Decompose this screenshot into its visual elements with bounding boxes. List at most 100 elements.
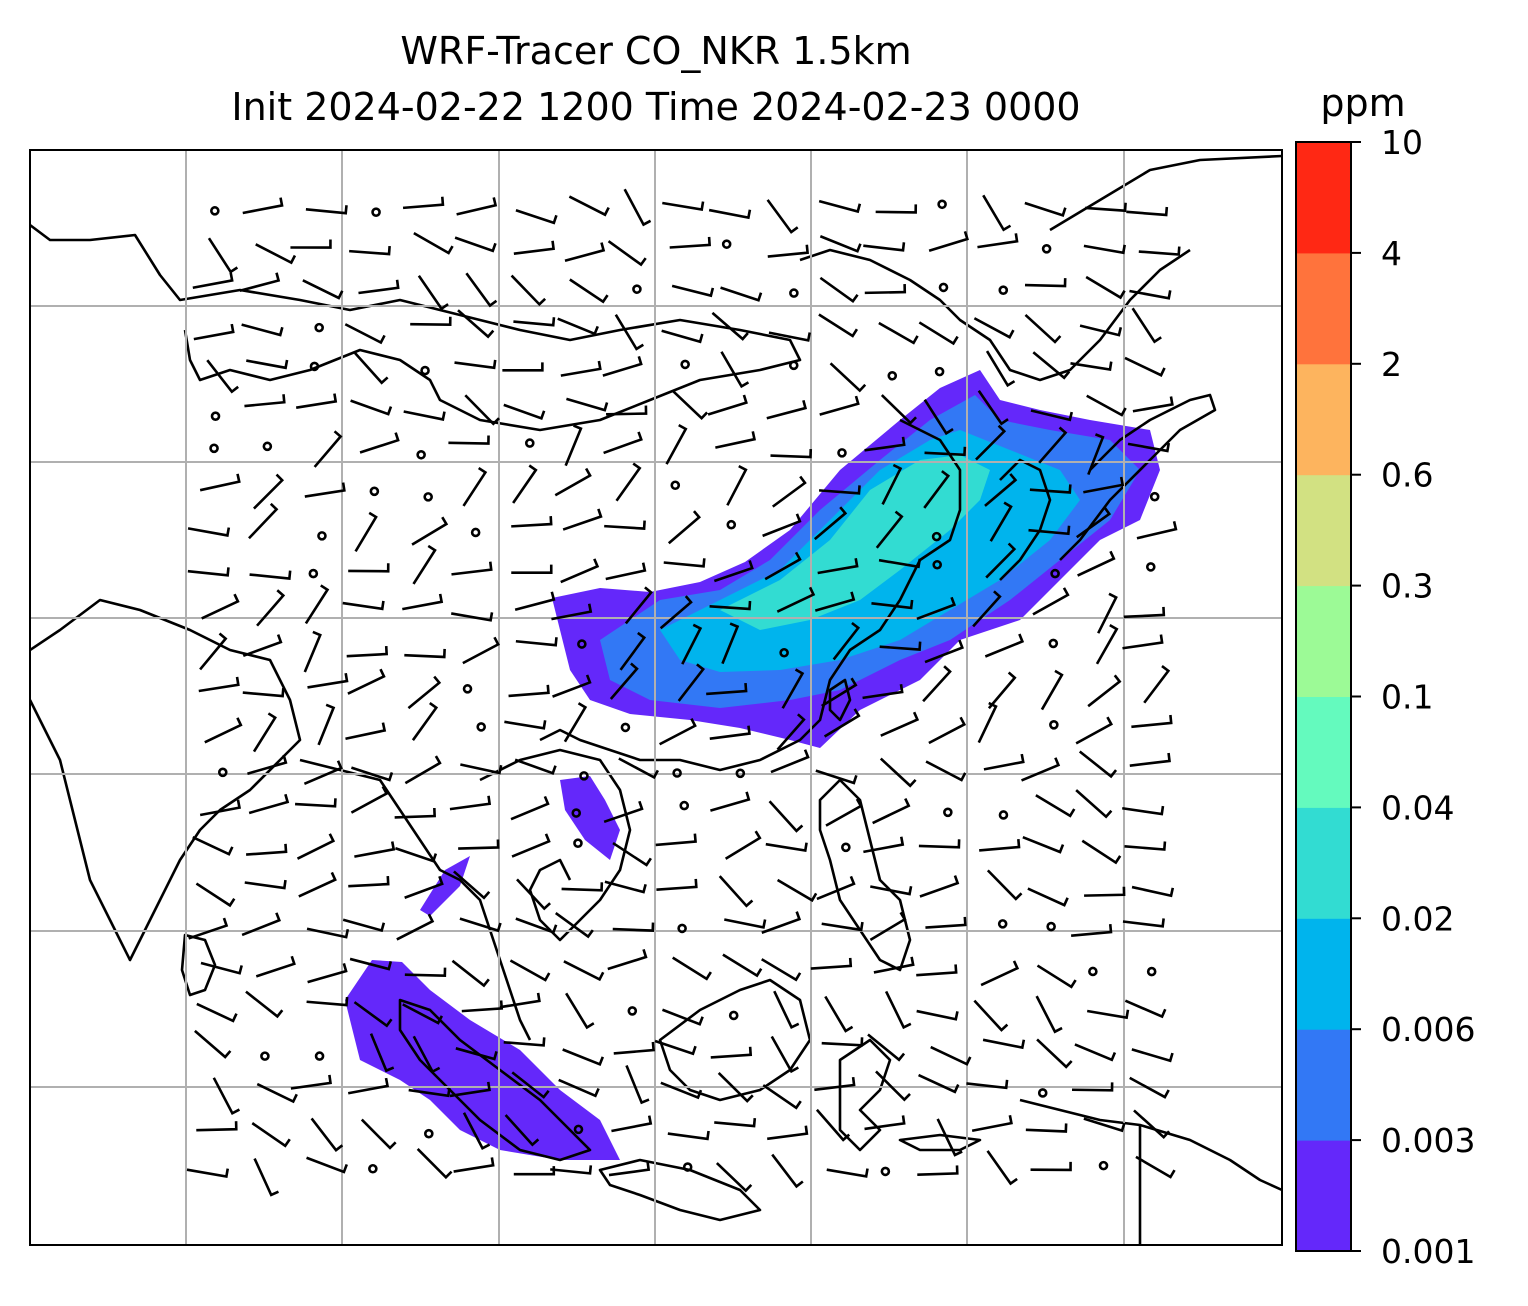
wind-barb xyxy=(417,275,449,311)
wind-barb xyxy=(199,473,241,492)
wind-barb xyxy=(819,395,860,416)
calm-wind-marker xyxy=(424,1128,434,1139)
wind-barb xyxy=(879,757,917,788)
wind-barb xyxy=(448,435,490,445)
wind-barb xyxy=(878,558,922,569)
wind-barb xyxy=(1129,752,1171,767)
wind-barb xyxy=(563,702,588,743)
wind-barb xyxy=(451,561,493,576)
wind-barb xyxy=(464,394,500,426)
wind-barb xyxy=(818,485,861,495)
wind-barb xyxy=(1123,606,1166,619)
wind-barb xyxy=(1036,1038,1073,1069)
wind-barb xyxy=(1136,521,1178,540)
wind-barb xyxy=(550,1165,593,1175)
calm-wind-marker xyxy=(1145,562,1156,572)
calm-wind-marker xyxy=(579,771,589,781)
calm-wind-marker xyxy=(420,365,430,376)
wind-barb xyxy=(1122,918,1165,928)
wind-barb xyxy=(924,446,967,457)
wind-barb xyxy=(973,317,1015,339)
wind-barb xyxy=(923,470,951,509)
wind-barb xyxy=(1085,202,1127,213)
wind-barb xyxy=(715,1162,753,1193)
colorbar-tick-label: 4 xyxy=(1381,234,1402,273)
calm-wind-marker xyxy=(470,527,481,538)
coastline-taiwan xyxy=(828,678,852,722)
calm-wind-marker xyxy=(1049,720,1059,730)
wind-barb xyxy=(776,878,818,903)
wind-barb xyxy=(1070,361,1113,372)
wind-barb xyxy=(516,878,552,911)
wind-barb xyxy=(924,639,964,664)
wind-barb xyxy=(612,842,652,867)
wind-barb xyxy=(303,630,322,673)
wind-barb xyxy=(669,236,711,249)
calm-wind-marker xyxy=(217,767,228,778)
map-frame xyxy=(29,149,1283,1246)
wind-barb xyxy=(296,833,336,860)
calm-wind-marker xyxy=(260,1051,270,1061)
wind-barb xyxy=(916,596,957,621)
wind-barb xyxy=(928,230,969,253)
wind-barb xyxy=(412,544,437,585)
colorbar-segment xyxy=(1296,1029,1351,1141)
wind-barb xyxy=(342,918,386,933)
wind-barb xyxy=(307,672,349,689)
calm-wind-marker xyxy=(788,360,799,371)
wind-barb xyxy=(402,1003,444,1025)
wind-barb xyxy=(511,1071,550,1099)
wind-barb xyxy=(1075,506,1112,539)
wind-barb xyxy=(814,591,856,612)
wind-barb xyxy=(412,1035,441,1074)
wind-barb xyxy=(1131,885,1175,898)
wind-barb xyxy=(864,436,906,452)
wind-barb xyxy=(720,286,763,302)
wind-barb xyxy=(557,317,599,336)
wind-barb xyxy=(869,911,907,942)
wind-barb xyxy=(457,309,495,339)
wind-barb xyxy=(816,875,856,901)
wind-barb xyxy=(1135,1155,1176,1179)
wind-barb xyxy=(204,717,243,744)
colorbar-tick-label: 2 xyxy=(1381,345,1402,384)
wind-barb xyxy=(672,956,712,981)
colorbar-segment xyxy=(1296,252,1351,365)
wind-barb xyxy=(1078,750,1118,779)
wind-barb xyxy=(654,1039,697,1056)
coastline-korea-japan xyxy=(999,393,1217,581)
wind-barb xyxy=(761,911,802,934)
calm-wind-marker xyxy=(682,1162,693,1172)
wind-barb xyxy=(514,591,556,611)
wind-barb xyxy=(1087,674,1122,708)
wind-barb xyxy=(604,520,646,530)
wind-barb xyxy=(608,1161,651,1177)
wind-barb xyxy=(346,645,389,658)
wind-barb xyxy=(614,314,645,351)
wind-barb xyxy=(564,424,583,467)
wind-barb xyxy=(717,1072,754,1103)
calm-wind-marker xyxy=(317,531,327,541)
colorbar-segment xyxy=(1296,585,1351,697)
wind-barb xyxy=(256,1082,298,1104)
calm-wind-marker xyxy=(880,1166,891,1177)
map-title-line-2: Init 2024-02-22 1200 Time 2024-02-23 000… xyxy=(231,85,1081,129)
wind-barb xyxy=(513,240,555,256)
wind-barb xyxy=(1085,275,1126,300)
wind-barb xyxy=(1025,1123,1068,1133)
wind-barb xyxy=(662,201,705,211)
wind-barb xyxy=(410,316,452,327)
wind-barb xyxy=(771,475,807,508)
calm-wind-marker xyxy=(726,519,737,530)
wind-barb xyxy=(973,999,1009,1032)
wind-barb xyxy=(618,757,660,780)
wind-barb xyxy=(979,838,1021,852)
wind-barb xyxy=(984,473,1018,507)
wind-barb xyxy=(916,964,958,977)
wind-barb xyxy=(987,671,1017,710)
wind-barb xyxy=(568,195,610,217)
wind-barb xyxy=(766,399,808,420)
wind-barb xyxy=(411,701,439,741)
wind-barb xyxy=(1028,525,1071,536)
wind-barb xyxy=(241,323,284,337)
